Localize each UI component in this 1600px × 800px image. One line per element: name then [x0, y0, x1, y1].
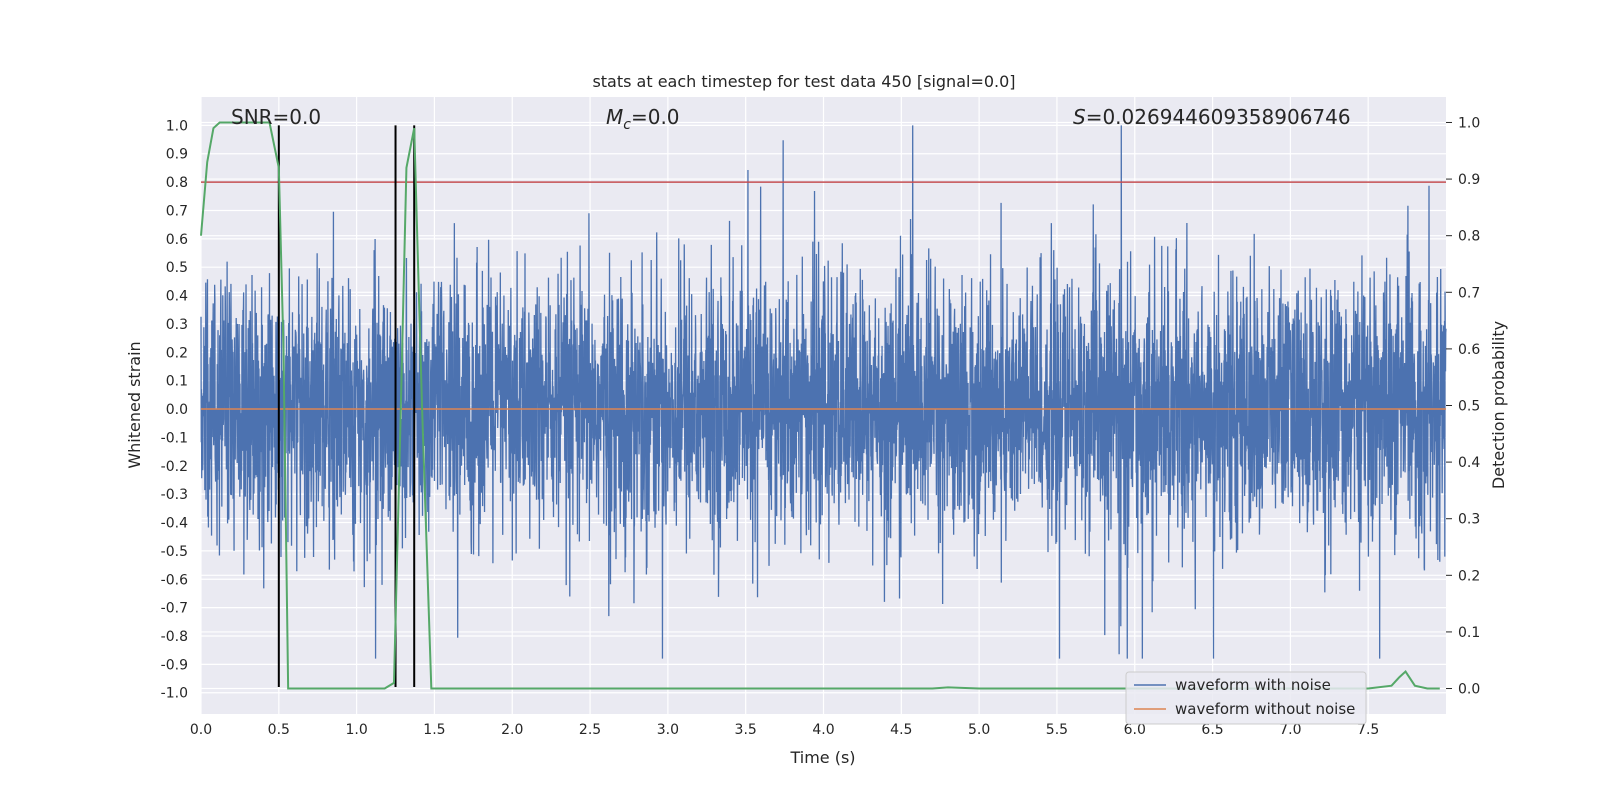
legend-box — [1125, 671, 1367, 725]
y-tick-label: 1.0 — [166, 118, 188, 134]
y-tick-label: -0.5 — [161, 544, 188, 560]
y-tick-label: 0.2 — [166, 345, 188, 361]
x-tick-label: 0.0 — [190, 722, 212, 738]
y-tick-label: 0.8 — [166, 175, 188, 191]
y-tick-label: -0.4 — [161, 516, 188, 532]
x-tick-label: 1.5 — [423, 722, 445, 738]
legend: waveform with noise waveform without noi… — [1125, 671, 1367, 725]
y2-tick-label: 0.2 — [1458, 568, 1480, 584]
y-tick-label: 0.7 — [166, 203, 188, 219]
mc-value: =0.0 — [631, 105, 680, 129]
noise-trace — [200, 125, 1447, 659]
x-tick-label: 6.5 — [1201, 722, 1223, 738]
y-tick-label: 0.9 — [166, 147, 188, 163]
y-tick-label: -1.0 — [161, 686, 188, 702]
x-axis-label: Time (s) — [789, 748, 855, 767]
overlays — [200, 121, 1446, 690]
y-tick-label: -0.9 — [161, 657, 188, 673]
s-annotation: S=0.026944609358906746 — [1073, 105, 1351, 129]
y-tick-label: 0.0 — [166, 402, 188, 418]
y2-axis-label: Detection probability — [1489, 321, 1508, 489]
x-tick-label: 4.5 — [890, 722, 912, 738]
y2-tick-label: 0.0 — [1458, 682, 1480, 698]
y2-tick-label: 0.5 — [1458, 399, 1480, 415]
y-tick-label: -0.3 — [161, 487, 188, 503]
x-tick-label: 7.5 — [1357, 722, 1379, 738]
y-tick-label: 0.3 — [166, 317, 188, 333]
mc-symbol: M — [606, 105, 623, 129]
snr-annotation: SNR=0.0 — [231, 105, 321, 129]
legend-label-noise: waveform with noise — [1175, 676, 1331, 694]
x-tick-label: 0.5 — [268, 722, 290, 738]
x-tick-label: 1.0 — [345, 722, 367, 738]
y2-tick-label: 0.9 — [1458, 172, 1480, 188]
y-tick-label: -0.2 — [161, 459, 188, 475]
series-waveform-with-noise — [200, 125, 1447, 659]
x-tick-label: 3.0 — [657, 722, 679, 738]
chart-title: stats at each timestep for test data 450… — [592, 72, 1015, 91]
x-tick-label: 7.0 — [1279, 722, 1301, 738]
y-tick-label: 0.5 — [166, 260, 188, 276]
y-tick-label: 0.6 — [166, 232, 188, 248]
series-detection-probability — [200, 121, 1440, 690]
y-tick-label: -0.6 — [161, 572, 188, 588]
y-tick-label: 0.4 — [166, 289, 188, 305]
y2-tick-label: 1.0 — [1458, 115, 1480, 131]
y-tick-label: -0.8 — [161, 629, 188, 645]
y-axis-label: Whitened strain — [125, 341, 144, 468]
mc-annotation: Mc=0.0 — [606, 105, 680, 133]
mc-subscript: c — [623, 117, 631, 133]
y-tick-label: -0.1 — [161, 430, 188, 446]
y2-tick-label: 0.6 — [1458, 342, 1480, 358]
y-tick-label: -0.7 — [161, 601, 188, 617]
legend-label-clean: waveform without noise — [1175, 700, 1355, 718]
x-tick-label: 2.0 — [501, 722, 523, 738]
y2-tick-label: 0.8 — [1458, 229, 1480, 245]
y2-tick-label: 0.3 — [1458, 512, 1480, 528]
x-tick-label: 2.5 — [579, 722, 601, 738]
x-tick-label: 3.5 — [735, 722, 757, 738]
x-tick-label: 6.0 — [1124, 722, 1146, 738]
y2-tick-label: 0.4 — [1458, 455, 1480, 471]
y-tick-label: 0.1 — [166, 374, 188, 390]
s-symbol: S — [1073, 105, 1086, 129]
x-tick-label: 5.0 — [968, 722, 990, 738]
x-tick-label: 5.5 — [1046, 722, 1068, 738]
y2-tick-label: 0.7 — [1458, 285, 1480, 301]
y2-tick-label: 0.1 — [1458, 625, 1480, 641]
tick-labels: 0.0 0.5 1.0 1.5 2.0 2.5 3.0 3.5 4.0 4.5 5.0 5.5 6.0 6… — [161, 115, 1481, 738]
x-tick-label: 4.0 — [812, 722, 834, 738]
s-value: =0.026944609358906746 — [1086, 105, 1351, 129]
